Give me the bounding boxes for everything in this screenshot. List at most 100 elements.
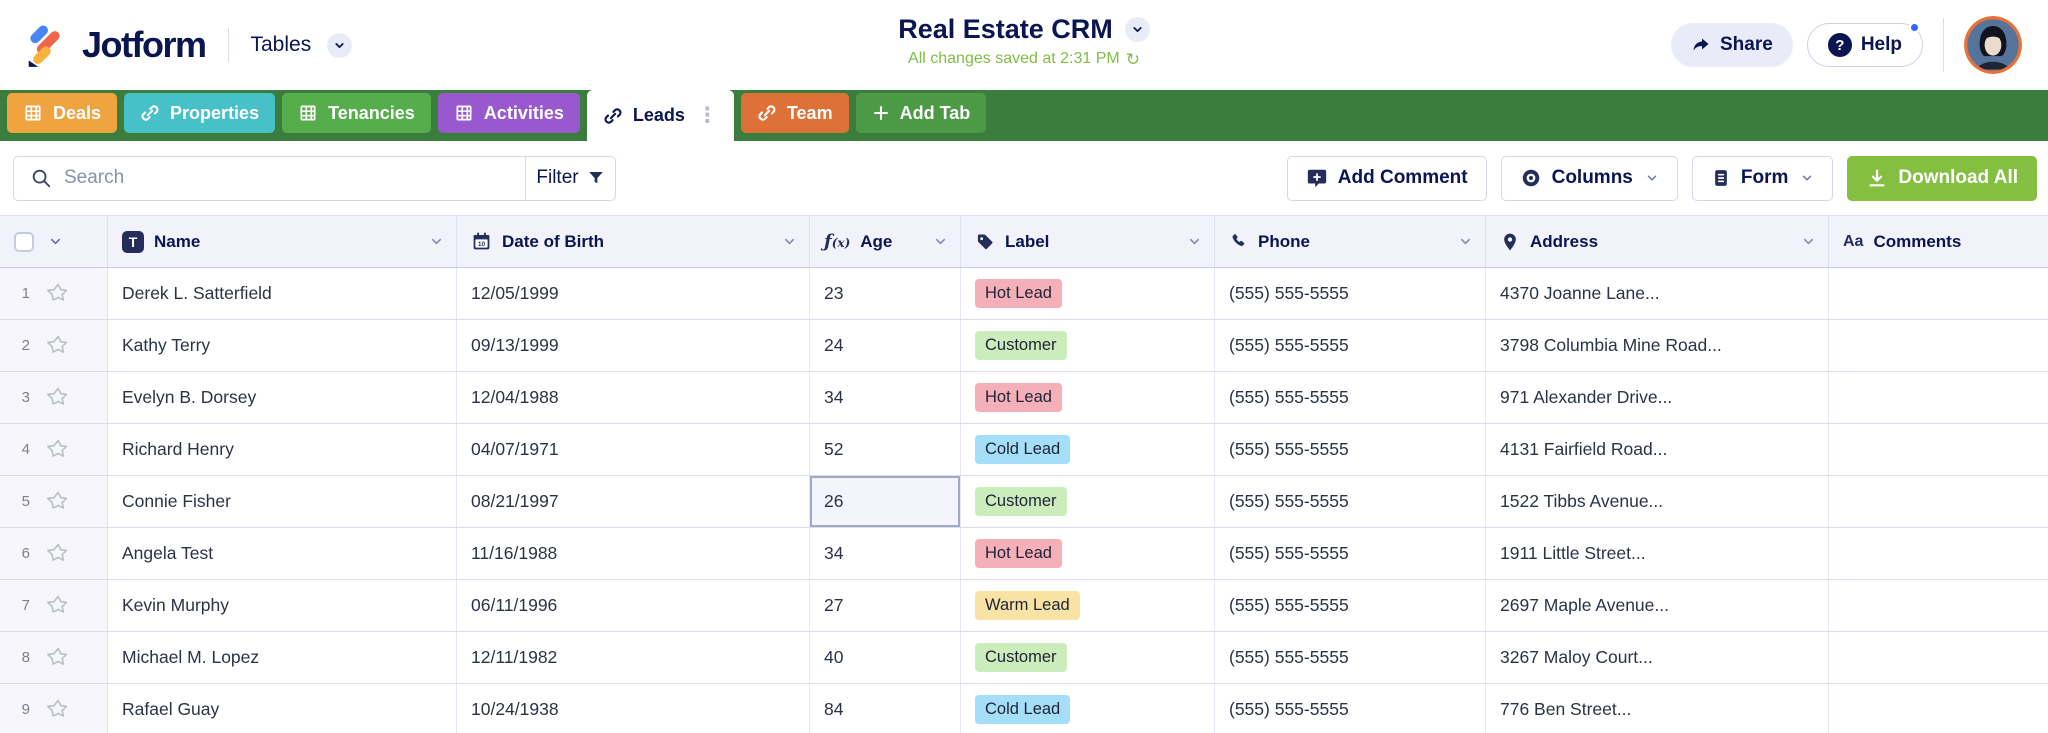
cell-comments[interactable] (1829, 580, 2048, 631)
cell-phone[interactable]: (555) 555-5555 (1215, 632, 1486, 683)
title-chevron-down-icon[interactable] (1124, 17, 1150, 42)
tab-leads[interactable]: Leads ⋮ (586, 90, 734, 141)
product-switcher-label[interactable]: Tables (250, 33, 312, 56)
star-icon[interactable] (46, 438, 69, 461)
cell-name[interactable]: Evelyn B. Dorsey (108, 372, 457, 423)
star-icon[interactable] (46, 334, 69, 357)
tab-menu-dots-icon[interactable]: ⋮ (696, 104, 718, 127)
column-header-address[interactable]: Address (1486, 216, 1829, 267)
cell-phone[interactable]: (555) 555-5555 (1215, 580, 1486, 631)
cell-phone[interactable]: (555) 555-5555 (1215, 372, 1486, 423)
cell-name[interactable]: Rafael Guay (108, 684, 457, 733)
column-header-age[interactable]: ƒ(x) Age (810, 216, 961, 267)
filter-button[interactable]: Filter (525, 156, 615, 200)
column-header-phone[interactable]: Phone (1215, 216, 1486, 267)
download-all-button[interactable]: Download All (1847, 155, 2037, 201)
cell-label[interactable]: Cold Lead (961, 424, 1215, 475)
star-icon[interactable] (46, 490, 69, 513)
cell-label[interactable]: Hot Lead (961, 268, 1215, 319)
cell-comments[interactable] (1829, 268, 2048, 319)
cell-address[interactable]: 1522 Tibbs Avenue... (1486, 476, 1829, 527)
cell-phone[interactable]: (555) 555-5555 (1215, 268, 1486, 319)
cell-name[interactable]: Kathy Terry (108, 320, 457, 371)
cell-comments[interactable] (1829, 684, 2048, 733)
cell-label[interactable]: Customer (961, 320, 1215, 371)
cell-comments[interactable] (1829, 372, 2048, 423)
cell-phone[interactable]: (555) 555-5555 (1215, 684, 1486, 733)
cell-name[interactable]: Angela Test (108, 528, 457, 579)
cell-name[interactable]: Kevin Murphy (108, 580, 457, 631)
cell-dob[interactable]: 12/11/1982 (457, 632, 810, 683)
cell-address[interactable]: 971 Alexander Drive... (1486, 372, 1829, 423)
star-icon[interactable] (46, 594, 69, 617)
cell-age[interactable]: 40 (810, 632, 961, 683)
chevron-down-icon[interactable] (933, 234, 948, 249)
cell-age[interactable]: 26 (810, 476, 961, 527)
columns-button[interactable]: Columns (1500, 155, 1678, 201)
cell-dob[interactable]: 12/04/1988 (457, 372, 810, 423)
cell-address[interactable]: 3267 Maloy Court... (1486, 632, 1829, 683)
cell-dob[interactable]: 08/21/1997 (457, 476, 810, 527)
cell-label[interactable]: Customer (961, 632, 1215, 683)
chevron-down-icon[interactable] (429, 234, 444, 249)
star-icon[interactable] (46, 386, 69, 409)
cell-name[interactable]: Michael M. Lopez (108, 632, 457, 683)
cell-name[interactable]: Connie Fisher (108, 476, 457, 527)
star-icon[interactable] (46, 698, 69, 721)
search-box[interactable] (14, 157, 525, 200)
cell-comments[interactable] (1829, 476, 2048, 527)
cell-age[interactable]: 23 (810, 268, 961, 319)
chevron-down-icon[interactable] (48, 234, 63, 249)
jotform-logo-icon[interactable] (26, 21, 66, 69)
cell-age[interactable]: 34 (810, 372, 961, 423)
cell-age[interactable]: 34 (810, 528, 961, 579)
chevron-down-icon[interactable] (1801, 234, 1816, 249)
column-header-name[interactable]: T Name (108, 216, 457, 267)
cell-address[interactable]: 1911 Little Street... (1486, 528, 1829, 579)
tab-deals[interactable]: Deals (7, 93, 118, 133)
cell-dob[interactable]: 06/11/1996 (457, 580, 810, 631)
cell-phone[interactable]: (555) 555-5555 (1215, 424, 1486, 475)
help-button[interactable]: ? Help (1806, 22, 1923, 67)
cell-dob[interactable]: 10/24/1938 (457, 684, 810, 733)
chevron-down-icon[interactable] (1458, 234, 1473, 249)
select-all-checkbox[interactable] (14, 231, 34, 252)
tab-add-tab[interactable]: Add Tab (855, 93, 987, 133)
cell-dob[interactable]: 12/05/1999 (457, 268, 810, 319)
tab-tenancies[interactable]: Tenancies (282, 93, 431, 133)
add-comment-button[interactable]: Add Comment (1286, 155, 1487, 201)
chevron-down-icon[interactable] (782, 234, 797, 249)
cell-phone[interactable]: (555) 555-5555 (1215, 528, 1486, 579)
cell-label[interactable]: Hot Lead (961, 372, 1215, 423)
cell-dob[interactable]: 11/16/1988 (457, 528, 810, 579)
share-button[interactable]: Share (1671, 23, 1793, 67)
tab-properties[interactable]: Properties (124, 93, 276, 133)
search-input[interactable] (64, 167, 509, 189)
column-header-comments[interactable]: Aa Comments (1829, 216, 2048, 267)
avatar[interactable] (1964, 16, 2022, 74)
cell-comments[interactable] (1829, 632, 2048, 683)
cell-label[interactable]: Warm Lead (961, 580, 1215, 631)
cell-name[interactable]: Derek L. Satterfield (108, 268, 457, 319)
chevron-down-icon[interactable] (1187, 234, 1202, 249)
cell-age[interactable]: 27 (810, 580, 961, 631)
cell-dob[interactable]: 09/13/1999 (457, 320, 810, 371)
star-icon[interactable] (46, 646, 69, 669)
cell-comments[interactable] (1829, 528, 2048, 579)
column-header-dob[interactable]: 10 Date of Birth (457, 216, 810, 267)
cell-comments[interactable] (1829, 320, 2048, 371)
tab-activities[interactable]: Activities (437, 93, 580, 133)
cell-age[interactable]: 24 (810, 320, 961, 371)
cell-dob[interactable]: 04/07/1971 (457, 424, 810, 475)
product-chevron-down-icon[interactable] (327, 32, 353, 58)
cell-phone[interactable]: (555) 555-5555 (1215, 476, 1486, 527)
cell-phone[interactable]: (555) 555-5555 (1215, 320, 1486, 371)
cell-age[interactable]: 52 (810, 424, 961, 475)
cell-comments[interactable] (1829, 424, 2048, 475)
cell-address[interactable]: 4131 Fairfield Road... (1486, 424, 1829, 475)
cell-address[interactable]: 776 Ben Street... (1486, 684, 1829, 733)
cell-label[interactable]: Hot Lead (961, 528, 1215, 579)
cell-label[interactable]: Cold Lead (961, 684, 1215, 733)
brand-wordmark[interactable]: Jotform (82, 24, 207, 65)
cell-address[interactable]: 4370 Joanne Lane... (1486, 268, 1829, 319)
